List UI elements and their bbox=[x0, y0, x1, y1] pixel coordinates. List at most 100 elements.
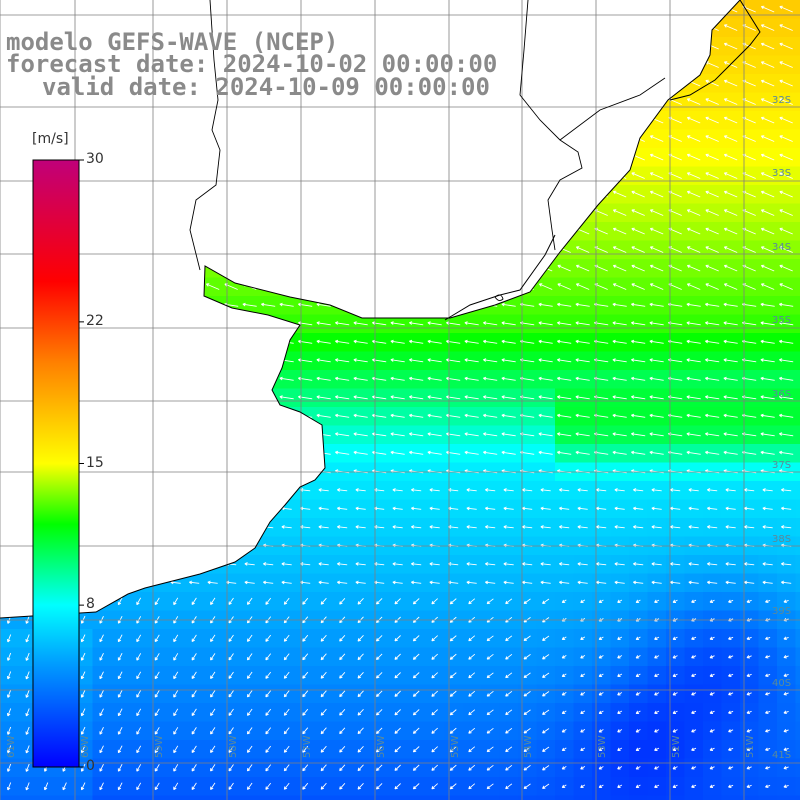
wind-arrow bbox=[723, 153, 738, 161]
longitude-label: 60W bbox=[80, 735, 91, 758]
wind-arrow bbox=[723, 79, 738, 87]
field-cell bbox=[388, 795, 408, 800]
wind-arrow bbox=[760, 190, 775, 198]
wind-arrow bbox=[760, 61, 775, 68]
field-cell bbox=[148, 795, 168, 800]
wind-arrow bbox=[612, 190, 627, 198]
longitude-label: 55W bbox=[450, 735, 461, 758]
title-valid-date: valid date: 2024-10-09 00:00:00 bbox=[42, 73, 490, 101]
field-cell bbox=[795, 592, 800, 612]
field-cell bbox=[795, 388, 800, 408]
field-cell bbox=[703, 795, 723, 800]
wind-arrow bbox=[760, 264, 775, 272]
field-cell bbox=[795, 647, 800, 667]
field-cell bbox=[795, 370, 800, 390]
wind-arrow bbox=[631, 227, 645, 235]
field-cell bbox=[499, 795, 519, 800]
field-cell bbox=[240, 795, 260, 800]
field-cell bbox=[795, 777, 800, 797]
field-cell bbox=[573, 795, 593, 800]
wind-arrow bbox=[575, 264, 590, 272]
latitude-label: 32S bbox=[772, 95, 791, 106]
wind-arrow bbox=[705, 190, 719, 198]
latitude-label: 35S bbox=[772, 315, 791, 326]
field-cell bbox=[0, 795, 20, 800]
wind-arrow bbox=[779, 116, 793, 124]
wind-arrow bbox=[760, 135, 775, 142]
field-cell bbox=[721, 795, 741, 800]
field-cell bbox=[222, 795, 242, 800]
wind-arrow bbox=[760, 5, 775, 13]
longitude-label: 54W bbox=[523, 735, 534, 758]
field-cell bbox=[555, 795, 575, 800]
wind-arrow bbox=[612, 246, 627, 253]
field-cell bbox=[462, 795, 482, 800]
wind-arrow bbox=[705, 116, 719, 124]
wind-arrow bbox=[779, 5, 793, 13]
wind-arrow bbox=[760, 116, 775, 124]
colorbar-unit: [m/s] bbox=[32, 131, 69, 147]
wind-arrow bbox=[760, 42, 775, 50]
wind-arrow bbox=[779, 79, 793, 87]
field-cell bbox=[795, 684, 800, 704]
wind-arrow bbox=[723, 98, 738, 105]
wind-arrow bbox=[779, 209, 793, 216]
wind-arrow bbox=[723, 24, 738, 31]
wind-arrow bbox=[686, 246, 701, 253]
field-cell bbox=[166, 795, 186, 800]
field-cell bbox=[296, 795, 316, 800]
field-cell bbox=[795, 795, 800, 800]
wind-arrow bbox=[760, 209, 775, 216]
wind-arrow bbox=[612, 209, 627, 216]
wind-arrow bbox=[649, 264, 664, 272]
wind-arrow bbox=[686, 172, 701, 179]
wind-arrow bbox=[760, 246, 775, 253]
colorbar-tick-label: 8 bbox=[86, 596, 95, 613]
colorbar-tick-label: 0 bbox=[86, 758, 95, 774]
wind-arrow bbox=[723, 190, 738, 198]
field-cell bbox=[795, 629, 800, 649]
wind-arrow bbox=[723, 116, 738, 124]
field-cell bbox=[370, 795, 390, 800]
wind-arrow bbox=[705, 79, 719, 87]
field-cell bbox=[18, 795, 38, 800]
wind-arrow bbox=[760, 79, 775, 87]
colorbar-tick-label: 30 bbox=[86, 151, 104, 167]
wind-arrow bbox=[760, 153, 775, 161]
field-cell bbox=[795, 37, 800, 57]
field-cell bbox=[203, 795, 223, 800]
latitude-label: 36S bbox=[772, 389, 791, 400]
field-cell bbox=[795, 259, 800, 279]
field-cell bbox=[795, 407, 800, 427]
field-cell bbox=[795, 129, 800, 149]
field-cell bbox=[444, 795, 464, 800]
wind-arrow bbox=[649, 190, 664, 198]
wind-arrow bbox=[557, 264, 571, 272]
wind-arrow bbox=[631, 246, 645, 253]
latitude-label: 37S bbox=[772, 460, 791, 471]
field-cell bbox=[795, 573, 800, 593]
field-cell bbox=[795, 481, 800, 501]
field-cell bbox=[314, 795, 334, 800]
wind-arrow bbox=[779, 42, 793, 50]
wind-arrow bbox=[779, 264, 793, 272]
field-cell bbox=[795, 166, 800, 186]
wind-arrow bbox=[686, 190, 701, 198]
field-cell bbox=[185, 795, 205, 800]
field-cell bbox=[536, 795, 556, 800]
field-cell bbox=[795, 351, 800, 371]
field-cell bbox=[92, 795, 112, 800]
field-cell bbox=[425, 795, 445, 800]
field-cell bbox=[795, 148, 800, 168]
wind-arrow bbox=[779, 246, 793, 253]
colorbar bbox=[32, 159, 80, 768]
wind-arrow bbox=[649, 153, 664, 161]
wind-arrow bbox=[760, 227, 775, 235]
field-cell bbox=[129, 795, 149, 800]
wind-arrow bbox=[779, 98, 793, 105]
wind-arrow bbox=[779, 190, 793, 198]
wind-arrow bbox=[705, 172, 719, 179]
wind-arrow bbox=[779, 61, 793, 68]
field-cell bbox=[795, 740, 800, 760]
field-cell bbox=[795, 721, 800, 741]
